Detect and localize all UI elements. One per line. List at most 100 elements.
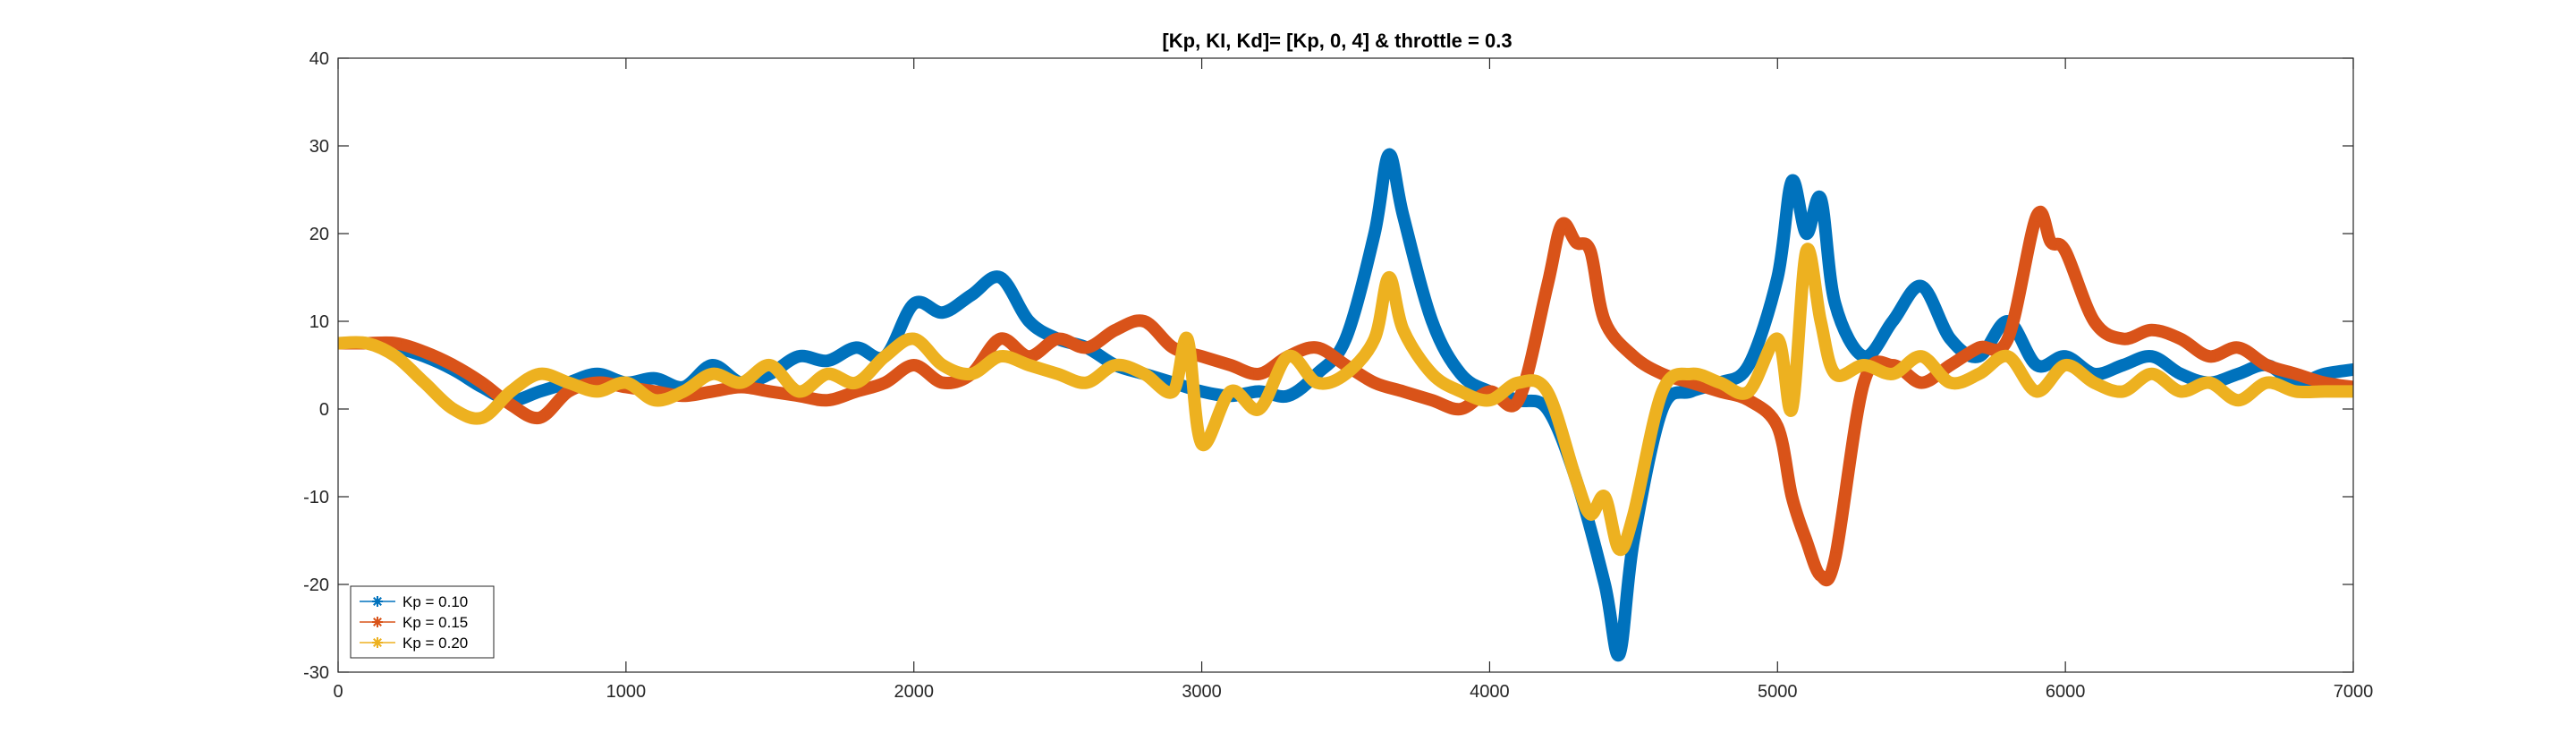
series-1-point [2117, 359, 2129, 371]
y-tick-label: -30 [303, 663, 329, 683]
series-3-point [2002, 350, 2014, 362]
series-2-point [1080, 341, 1093, 354]
series-3-point [677, 385, 690, 397]
series-3-point [1801, 245, 1812, 258]
series-3-point [389, 350, 402, 362]
series-3-point [2146, 368, 2158, 380]
series-3-point [1815, 315, 1827, 328]
series-2-point [1196, 350, 1208, 362]
series-3-point [821, 368, 834, 380]
series-2-point [936, 377, 949, 389]
series-3-point [648, 394, 661, 406]
series-3 [338, 243, 2353, 557]
series-3-point [1483, 394, 1496, 406]
series-2-point [419, 345, 431, 358]
series-3-point [1858, 359, 1870, 371]
series-3-point [1714, 377, 1726, 389]
series-2-point [879, 377, 891, 389]
y-tick-label: 10 [309, 312, 329, 332]
series-2-point [1224, 359, 1237, 371]
series-3-point [1052, 368, 1064, 380]
series-3-point [1886, 368, 1899, 380]
series-3-point [1138, 368, 1150, 380]
series-1-point [1829, 297, 1842, 310]
series-1-point [2347, 363, 2353, 376]
series-3-point [360, 337, 373, 349]
legend-marker [372, 637, 383, 648]
series-3-point [2174, 385, 2187, 397]
series-1-point [1397, 209, 1410, 222]
series-2-point [1570, 236, 1582, 249]
series-3-point [1584, 508, 1597, 521]
series-3-point [1166, 385, 1179, 397]
series-3-point [419, 377, 431, 389]
series-2-point [1109, 324, 1122, 337]
series-1-point [1742, 359, 1755, 371]
series-3-point [1785, 403, 1798, 415]
x-tick-label: 0 [333, 682, 343, 702]
series-3-point [1915, 350, 1928, 362]
legend-marker-stroke [373, 597, 382, 606]
series-2-point [2059, 245, 2072, 258]
series-1-point [1454, 368, 1467, 380]
x-tick-label: 7000 [2334, 682, 2374, 702]
y-tick-label: 0 [319, 400, 329, 420]
series-3-point [1310, 377, 1323, 389]
series-3-point [2232, 394, 2244, 406]
series-1-point [1282, 389, 1294, 402]
y-tick-label: 40 [309, 49, 329, 69]
legend-label: Kp = 0.15 [402, 614, 468, 631]
series-3-point [1944, 377, 1956, 389]
series-1-point [1815, 192, 1827, 205]
series-3-point [965, 368, 978, 380]
series-3-point [1613, 543, 1625, 556]
series-3-point [2347, 385, 2353, 397]
series-3-point [1397, 324, 1410, 337]
legend-label: Kp = 0.10 [402, 593, 468, 610]
series-2 [338, 206, 2353, 587]
series-1-point [1785, 175, 1798, 187]
series-2-point [1368, 377, 1381, 389]
series-3-point [1426, 368, 1438, 380]
series-3-point [1513, 377, 1525, 389]
series-3-point [2030, 385, 2043, 397]
series-1-point [648, 372, 661, 385]
y-tick-label: -20 [303, 575, 329, 595]
series-1-point [2146, 350, 2158, 362]
series-2-point [2088, 315, 2100, 328]
series-3-point [879, 350, 891, 362]
series-2-point [1944, 359, 1956, 371]
series-2-point [706, 385, 718, 397]
series-2-point [1253, 368, 1266, 380]
x-tick-label: 6000 [2046, 682, 2086, 702]
series-2-point [1397, 385, 1410, 397]
x-tick-label: 2000 [894, 682, 934, 702]
series-3-point [533, 368, 546, 380]
series-3-point [1685, 368, 1698, 380]
series-1-point [1613, 648, 1625, 661]
series-1-point [1368, 227, 1381, 240]
series-1-point [2174, 368, 2187, 380]
y-tick-label: 20 [309, 225, 329, 244]
series-2-point [994, 333, 1006, 345]
series-1-point [1340, 333, 1352, 345]
series-3-point [591, 385, 604, 397]
series-1-point [792, 350, 805, 362]
series-3-point [1383, 271, 1395, 284]
series-layer [338, 148, 2353, 662]
series-3-point [1282, 350, 1294, 362]
legend-item-2: Kp = 0.15 [360, 614, 468, 631]
series-3-point [2318, 385, 2331, 397]
series-2-point [2117, 333, 2129, 345]
series-3-point [1541, 385, 1554, 397]
series-3-point [1253, 403, 1266, 415]
series-3-point [338, 337, 344, 349]
series-1-point [850, 341, 862, 354]
series-1-point [1383, 149, 1395, 161]
series-2-point [1627, 350, 1640, 362]
series-2-point [821, 394, 834, 406]
series-2-point [1513, 394, 1525, 406]
series-2-point [1138, 315, 1150, 328]
series-2-point [447, 359, 460, 371]
series-2-point [908, 359, 920, 371]
